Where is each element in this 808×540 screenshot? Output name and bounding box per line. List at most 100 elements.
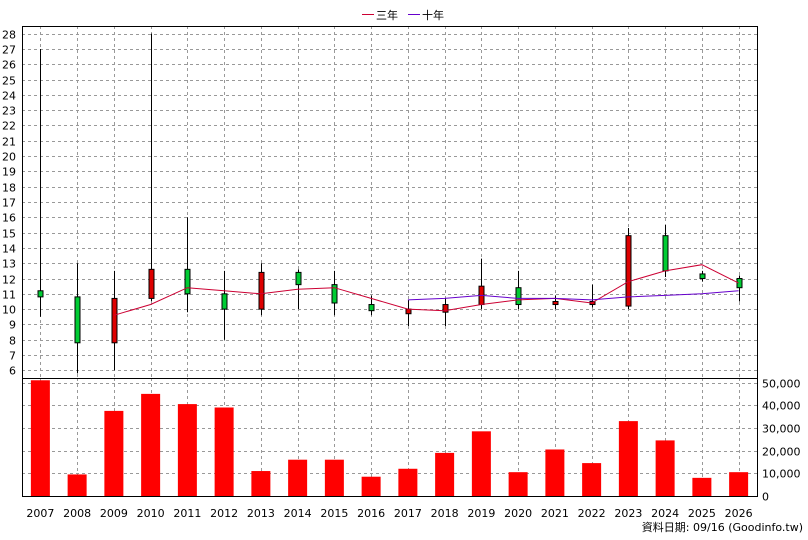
volume-bar [288,459,308,496]
candle-body [625,235,632,307]
volume-bar [655,440,675,496]
price-tick-label: 13 [2,258,16,271]
candle-body [331,284,338,304]
volume-bar [214,407,234,496]
x-tick-label: 2013 [247,507,275,520]
x-tick-label: 2009 [100,507,128,520]
volume-tick-label: 10,000 [762,468,801,481]
volume-tick-label: 30,000 [762,423,801,436]
volume-bar [251,471,271,496]
price-tick-label: 14 [2,243,16,256]
price-tick-label: 19 [2,166,16,179]
price-tick-label: 20 [2,151,16,164]
x-tick-label: 2012 [210,507,238,520]
price-tick-label: 8 [9,335,16,348]
price-tick-label: 25 [2,75,16,88]
axes: 6789101112131415161718192021222324252627… [2,26,801,520]
x-tick-label: 2010 [137,507,165,520]
volume-bar [545,449,565,496]
volume-bar [435,452,455,496]
x-tick-label: 2017 [394,507,422,520]
x-tick-label: 2008 [63,507,91,520]
legend-label: 三年 [376,8,398,22]
volume-bar [692,477,712,496]
price-tick-label: 21 [2,136,16,149]
x-tick-label: 2016 [357,507,385,520]
price-tick-label: 11 [2,289,16,302]
x-tick-label: 2019 [467,507,495,520]
candle-body [699,273,706,280]
volume-bar [177,404,197,496]
x-tick-label: 2007 [26,507,54,520]
volume-bar [729,472,749,496]
x-tick-label: 2015 [320,507,348,520]
volume-panel-frame [22,378,758,497]
candle-body [111,297,118,344]
candle-body [184,268,191,295]
price-tick-label: 6 [9,365,16,378]
volume-bar [361,476,381,496]
candle-body [442,304,449,313]
volume-grid [22,378,757,497]
candle-body [368,304,375,312]
volume-tick-label: 50,000 [762,378,801,391]
price-tick-label: 27 [2,44,16,57]
price-tick-label: 23 [2,105,16,118]
price-tick-label: 15 [2,228,16,241]
x-tick-label: 2024 [651,507,679,520]
price-tick-label: 10 [2,304,16,317]
candle-body [221,293,228,310]
x-tick-label: 2023 [614,507,642,520]
price-tick-label: 16 [2,212,16,225]
price-tick-label: 18 [2,182,16,195]
candle-body [405,308,412,315]
price-tick-label: 28 [2,29,16,42]
price-tick-label: 24 [2,90,16,103]
volume-bar [30,380,50,496]
price-grid [22,26,757,378]
chart-legend: 三年 十年 [362,8,444,22]
candlestick-series [37,33,743,374]
candle-body [662,235,669,272]
volume-bar [398,468,418,496]
moving-average-lines [113,264,739,316]
volume-tick-label: 40,000 [762,400,801,413]
volume-bar [508,472,528,496]
volume-bar [67,474,87,496]
x-tick-label: 2026 [725,507,753,520]
price-tick-label: 9 [9,319,16,332]
price-tick-label: 12 [2,274,16,287]
volume-bar [324,459,344,496]
x-tick-label: 2022 [578,507,606,520]
volume-bar [471,431,491,496]
candle-body [552,300,559,306]
volume-bars [30,380,749,496]
candle-body [736,278,743,289]
ma-line-三年 [113,264,739,316]
candle-body [74,296,81,344]
x-tick-label: 2014 [284,507,312,520]
price-tick-label: 7 [9,350,16,363]
candle-body [37,290,44,298]
price-tick-label: 17 [2,197,16,210]
volume-bar [618,421,638,496]
ma-line-十年 [407,290,739,301]
candle-body [515,287,522,306]
candle-body [295,271,302,286]
volume-tick-label: 20,000 [762,446,801,459]
legend-label: 十年 [422,8,444,22]
x-tick-label: 2021 [541,507,569,520]
volume-tick-label: 0 [762,491,769,504]
x-tick-label: 2018 [431,507,459,520]
data-date-note: 資料日期: 09/16 (Goodinfo.tw) [642,520,803,534]
candle-body [258,271,265,310]
volume-bar [104,410,124,496]
price-tick-label: 22 [2,120,16,133]
x-tick-label: 2011 [173,507,201,520]
candle-body [148,268,155,299]
price-tick-label: 26 [2,59,16,72]
volume-bar [141,393,161,496]
x-tick-label: 2025 [688,507,716,520]
volume-bar [582,463,602,496]
